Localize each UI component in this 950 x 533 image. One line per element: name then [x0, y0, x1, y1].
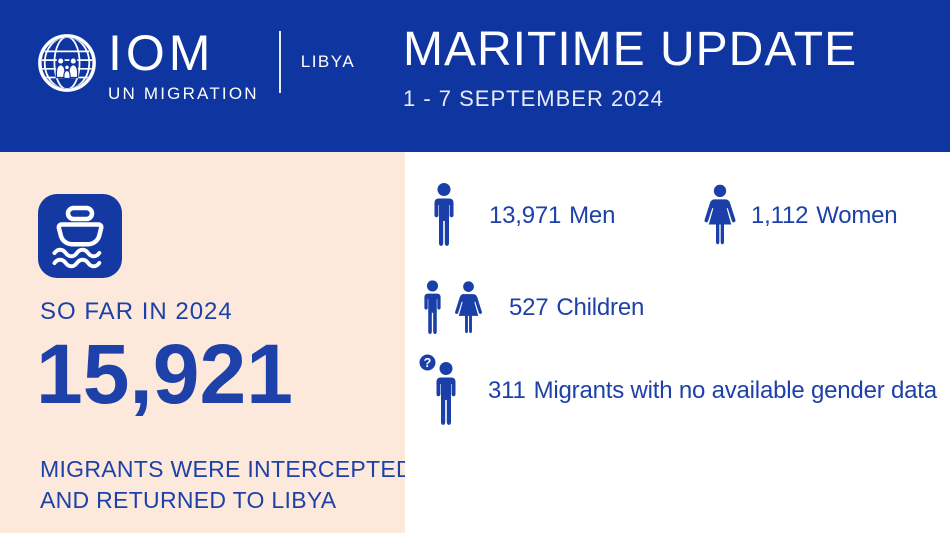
- logo-divider: [278, 31, 281, 93]
- stat-unknown: ? 311 Migrants with no available gender d…: [418, 352, 937, 430]
- iom-logo: IOM UN MIGRATION LIBYA: [36, 28, 355, 104]
- stat-unknown-label: Migrants with no available gender data: [533, 377, 938, 404]
- total-count: 15,921: [36, 327, 293, 421]
- man-icon: [427, 182, 461, 250]
- title-block: MARITIME UPDATE 1 - 7 SEPTEMBER 2024: [403, 22, 857, 112]
- stats-panel: 13,971 Men 1,112 Women 527 C: [405, 152, 950, 533]
- boy-icon: [418, 280, 447, 337]
- logo-tagline: UN MIGRATION: [108, 84, 259, 103]
- family-silhouette-icon: [55, 56, 79, 80]
- logo-acronym: IOM: [108, 25, 215, 81]
- stat-women-label: Women: [816, 202, 898, 229]
- globe-icon: [38, 34, 96, 92]
- stat-men: 13,971 Men: [427, 180, 615, 252]
- svg-text:?: ?: [424, 356, 432, 370]
- boy-girl-icon: [418, 280, 485, 337]
- stat-unknown-value: 311: [488, 377, 526, 404]
- stat-children-text: 527 Children: [509, 294, 644, 322]
- stat-women-value: 1,112: [751, 202, 809, 229]
- summary-panel: SO FAR IN 2024 15,921 MIGRANTS WERE INTE…: [0, 152, 413, 533]
- summary-caption: MIGRANTS WERE INTERCEPTED AND RETURNED T…: [40, 454, 413, 516]
- stat-children-label: Children: [556, 294, 645, 321]
- report-period: 1 - 7 SEPTEMBER 2024: [403, 86, 664, 111]
- stat-women: 1,112 Women: [701, 180, 898, 252]
- stat-children: 527 Children: [418, 277, 644, 339]
- stat-men-text: 13,971 Men: [489, 202, 615, 230]
- girl-icon: [452, 280, 485, 337]
- logo-text: IOM UN MIGRATION: [108, 28, 259, 104]
- summary-caption-line1: MIGRANTS WERE INTERCEPTED: [40, 456, 413, 482]
- page-title: MARITIME UPDATE: [403, 23, 858, 76]
- boat-icon: [38, 194, 122, 278]
- summary-caption-line2: AND RETURNED TO LIBYA: [40, 487, 337, 513]
- stat-women-text: 1,112 Women: [751, 202, 898, 230]
- stat-men-label: Men: [569, 202, 616, 229]
- stat-men-value: 13,971: [489, 202, 562, 229]
- stat-children-value: 527: [509, 294, 549, 321]
- logo-country: LIBYA: [300, 52, 356, 71]
- question-person-icon: ?: [419, 354, 456, 425]
- stat-unknown-text: 311 Migrants with no available gender dat…: [488, 377, 937, 405]
- header-bar: IOM UN MIGRATION LIBYA MARITIME UPDATE 1…: [0, 0, 950, 152]
- woman-icon: [701, 182, 739, 250]
- summary-label: SO FAR IN 2024: [40, 298, 233, 325]
